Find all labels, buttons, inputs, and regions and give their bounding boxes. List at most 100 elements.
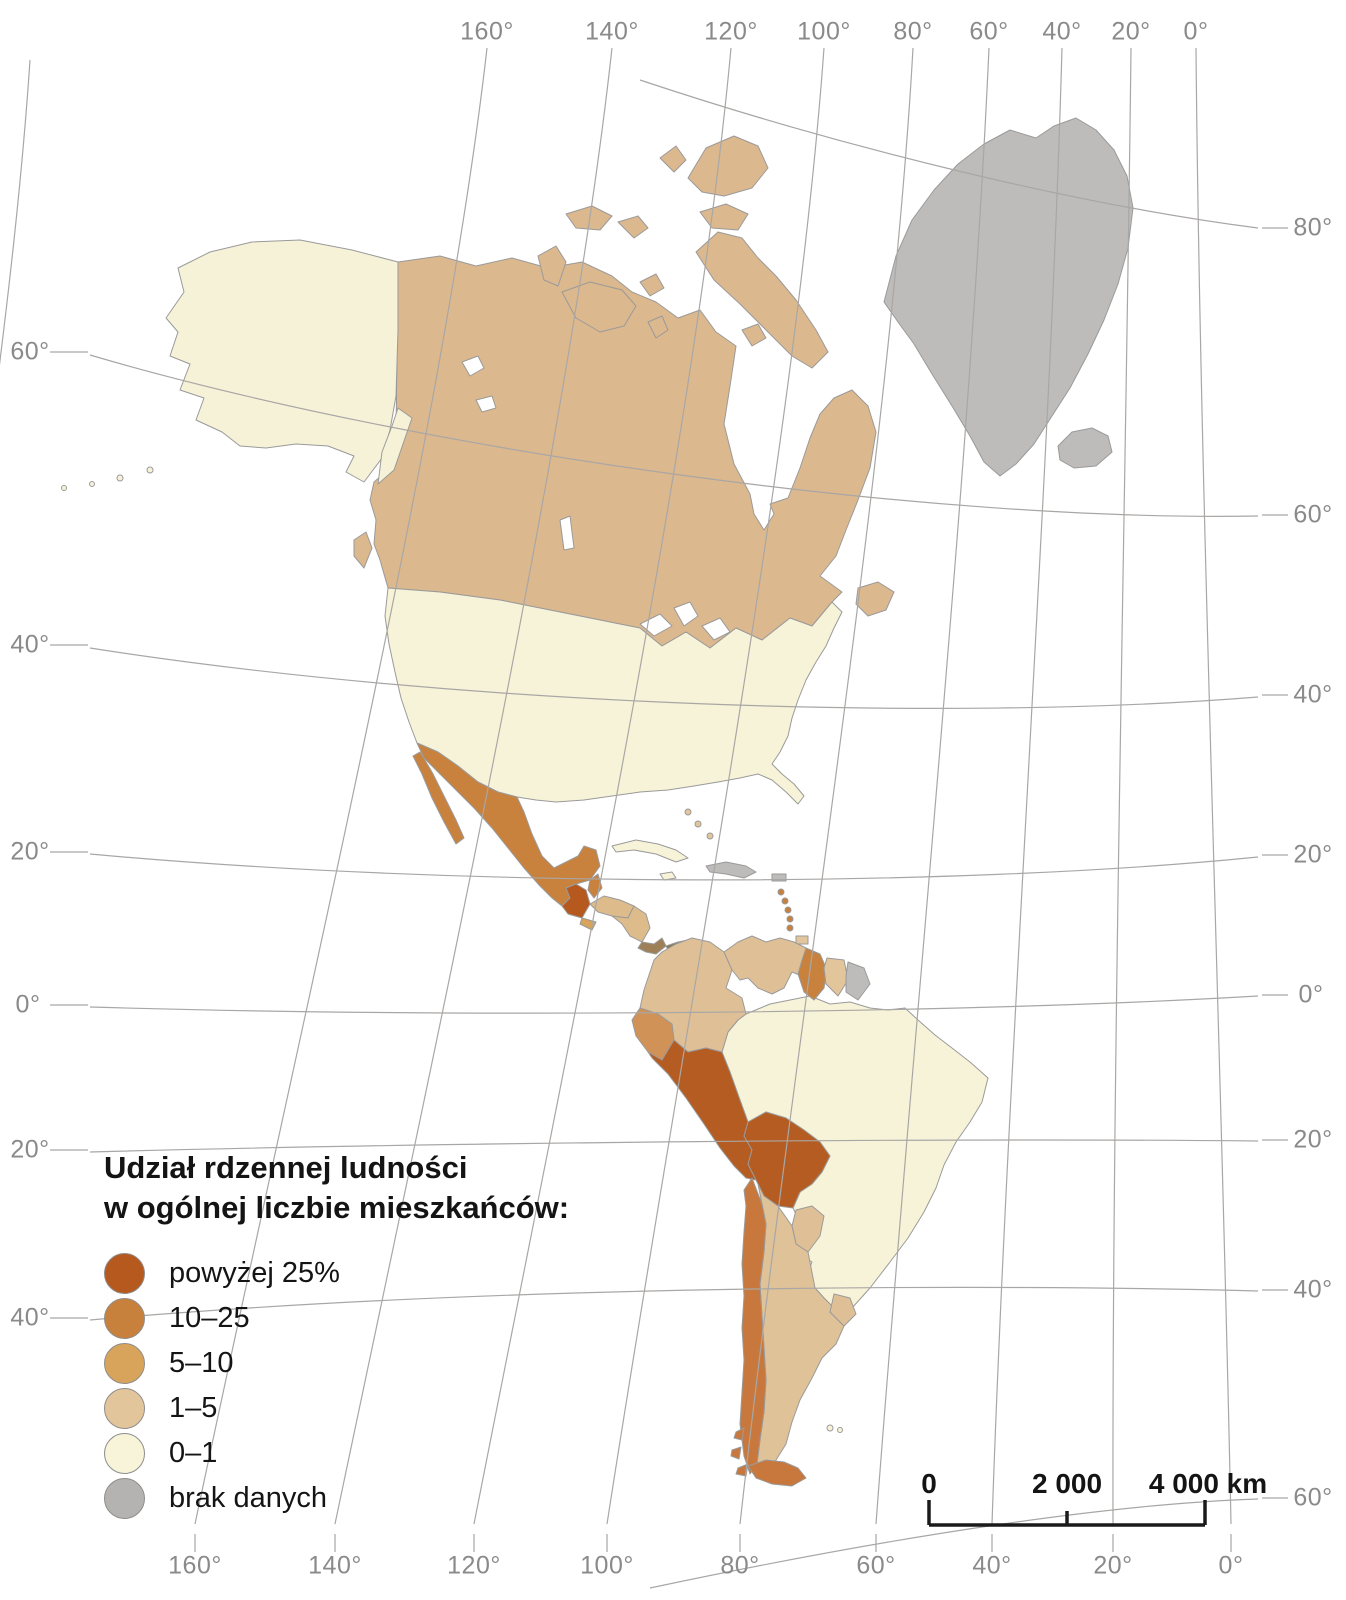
- meridian-180: [0, 59, 31, 366]
- legend-row-0-1: 0–1: [104, 1431, 569, 1476]
- legend-items: powyżej 25% 10–25 5–10 1–5 0–1 brak dany…: [104, 1251, 569, 1521]
- lat-label-right-40n: 40°: [1293, 680, 1333, 709]
- meridian-140: [334, 47, 613, 1525]
- parallel-40n: [89, 647, 1259, 709]
- region-bahamas: [684, 808, 714, 840]
- lon-label-bottom-0: 0°: [1218, 1551, 1244, 1580]
- legend-label-over-25: powyżej 25%: [169, 1256, 340, 1289]
- lat-label-right-20n: 20°: [1293, 840, 1333, 869]
- lon-label-bottom-120: 120°: [447, 1551, 501, 1580]
- lat-label-right-20s: 20°: [1293, 1125, 1333, 1154]
- lat-label-left-20s: 20°: [10, 1135, 50, 1164]
- parallel-40s: [89, 1286, 1259, 1321]
- lon-label-top-160: 160°: [460, 17, 514, 46]
- region-suriname: [823, 957, 849, 997]
- legend-swatch-10-25: [104, 1297, 145, 1339]
- lon-label-bottom-60: 60°: [856, 1551, 896, 1580]
- region-aleutians: [61, 466, 154, 491]
- scale-bar: [927, 1500, 1207, 1527]
- lon-label-top-120: 120°: [704, 17, 758, 46]
- legend-row-no-data: brak danych: [104, 1476, 569, 1521]
- lat-label-right-80n: 80°: [1293, 213, 1333, 242]
- region-iceland: [1057, 427, 1113, 469]
- region-guyana: [797, 947, 828, 1001]
- lat-label-left-20n: 20°: [10, 837, 50, 866]
- region-newfoundland: [855, 581, 895, 617]
- legend-title: Udział rdzennej ludności w ogólnej liczb…: [104, 1148, 569, 1229]
- parallel-20s: [89, 1139, 1259, 1153]
- lon-label-top-0: 0°: [1183, 17, 1209, 46]
- lat-label-left-0: 0°: [15, 990, 41, 1019]
- parallel-0: [89, 995, 1259, 1014]
- region-baja-california: [412, 751, 465, 845]
- legend-row-10-25: 10–25: [104, 1296, 569, 1341]
- parallel-20n: [89, 853, 1259, 881]
- legend-row-over-25: powyżej 25%: [104, 1251, 569, 1296]
- meridian-40: [991, 47, 1063, 1525]
- meridian-100: [606, 47, 825, 1525]
- country-shapes: [61, 117, 1134, 1487]
- region-uruguay: [829, 1293, 857, 1327]
- region-bolivia: [743, 1111, 831, 1209]
- region-chile-fjords: [730, 1427, 749, 1477]
- region-costa-rica: [637, 937, 667, 955]
- lon-label-bottom-80: 80°: [720, 1551, 760, 1580]
- region-mexico: [416, 742, 601, 907]
- lat-label-left-40n: 40°: [10, 630, 50, 659]
- legend-title-line1: Udział rdzennej ludności: [104, 1150, 468, 1185]
- meridian-80: [739, 47, 914, 1525]
- lat-label-left-40s: 40°: [10, 1303, 50, 1332]
- region-venezuela: [723, 935, 811, 995]
- lat-label-left-60n: 60°: [10, 337, 50, 366]
- scale-label-4000: 4 000 km: [1148, 1468, 1268, 1499]
- legend-swatch-1-5: [104, 1387, 145, 1429]
- legend-label-no-data: brak danych: [169, 1481, 327, 1514]
- meridian-20: [1112, 47, 1132, 1525]
- region-hispaniola: [705, 861, 757, 879]
- lat-label-right-0: 0°: [1298, 980, 1324, 1009]
- scale-label-2000: 2 000: [1031, 1468, 1103, 1499]
- legend-label-1-5: 1–5: [169, 1391, 218, 1424]
- lon-label-top-40: 40°: [1042, 17, 1082, 46]
- legend-title-line2: w ogólnej liczbie mieszkańców:: [104, 1190, 570, 1226]
- parallel-60n: [89, 354, 1259, 517]
- parallel-80n: [639, 79, 1259, 229]
- lon-label-bottom-140: 140°: [308, 1551, 362, 1580]
- region-french-guiana: [845, 961, 871, 1001]
- region-alaska: [165, 239, 399, 483]
- legend-row-5-10: 5–10: [104, 1341, 569, 1386]
- region-chile: [739, 1177, 767, 1475]
- lon-label-top-80: 80°: [893, 17, 933, 46]
- legend-label-0-1: 0–1: [169, 1436, 218, 1469]
- region-cuba: [611, 839, 689, 863]
- region-trinidad: [795, 935, 809, 945]
- legend: Udział rdzennej ludności w ogólnej liczb…: [104, 1148, 569, 1521]
- lon-label-bottom-20: 20°: [1093, 1551, 1133, 1580]
- legend-swatch-over-25: [104, 1252, 145, 1294]
- lakes: [461, 355, 731, 641]
- region-vancouver-island: [353, 531, 373, 569]
- region-falklands: [826, 1424, 843, 1433]
- lat-label-right-60s: 60°: [1293, 1483, 1333, 1512]
- lon-label-top-140: 140°: [585, 17, 639, 46]
- lon-label-top-60: 60°: [969, 17, 1009, 46]
- latitude-ticks: [50, 227, 1288, 1499]
- lon-label-bottom-160: 160°: [168, 1551, 222, 1580]
- region-lesser-antilles: [777, 888, 794, 932]
- legend-swatch-5-10: [104, 1342, 145, 1384]
- meridian-160: [194, 47, 488, 1525]
- region-jamaica: [659, 871, 677, 881]
- lon-label-top-100: 100°: [797, 17, 851, 46]
- legend-swatch-no-data: [104, 1477, 145, 1519]
- lon-label-bottom-100: 100°: [580, 1551, 634, 1580]
- region-nicaragua: [611, 905, 651, 943]
- region-alaska-panhandle: [377, 407, 413, 485]
- lat-label-right-40s: 40°: [1293, 1275, 1333, 1304]
- meridian-60: [875, 47, 990, 1525]
- scale-label-0: 0: [921, 1468, 937, 1499]
- lon-label-bottom-40: 40°: [972, 1551, 1012, 1580]
- meridian-120: [473, 47, 732, 1525]
- lat-label-right-60n: 60°: [1293, 500, 1333, 529]
